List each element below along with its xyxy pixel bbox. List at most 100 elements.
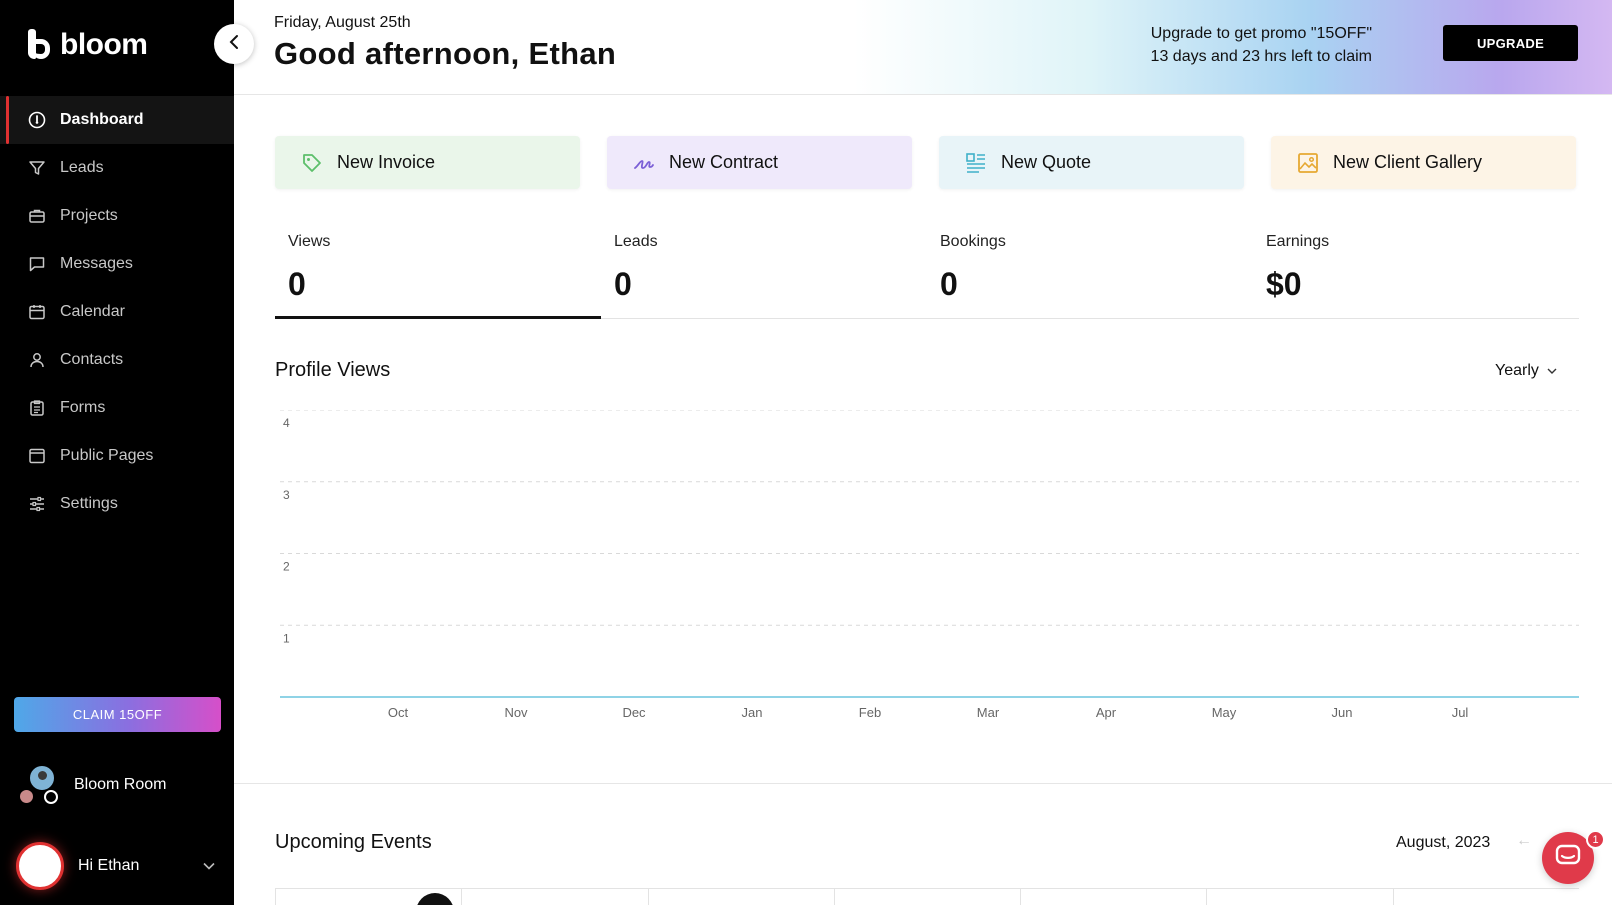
collapse-sidebar-button[interactable]: [214, 24, 254, 64]
x-tick-label: May: [1212, 705, 1237, 720]
calendar-day[interactable]: [833, 889, 1020, 905]
sidebar-item-label: Forms: [60, 399, 106, 416]
stat-views[interactable]: Views 0: [275, 224, 601, 319]
page-header: Friday, August 25th Good afternoon, Etha…: [234, 0, 1612, 95]
notification-badge: 1: [1586, 830, 1605, 849]
user-menu[interactable]: Hi Ethan: [16, 842, 221, 890]
promo-line: Upgrade to get promo "15OFF": [1150, 25, 1372, 42]
events-month: August, 2023: [1396, 834, 1491, 851]
new-client-gallery-button[interactable]: New Client Gallery: [1271, 136, 1576, 189]
calendar-day[interactable]: [275, 889, 461, 905]
briefcase-icon: [28, 207, 46, 225]
chat-launcher-button[interactable]: [1542, 832, 1594, 884]
bloom-logo[interactable]: bloom: [28, 28, 148, 62]
x-tick-label: Jan: [742, 705, 763, 720]
calendar-day[interactable]: [1206, 889, 1392, 905]
stat-value: $0: [1266, 266, 1302, 302]
x-tick-label: Jun: [1332, 705, 1353, 720]
calendar-day[interactable]: [461, 889, 647, 905]
sidebar: bloom Dashboard Leads Projects Messages: [0, 0, 234, 905]
stat-label: Leads: [614, 233, 658, 250]
quick-action-label: New Invoice: [337, 152, 436, 172]
avatar: [28, 764, 56, 792]
new-contract-button[interactable]: New Contract: [607, 136, 912, 189]
dashboard-icon: [28, 111, 46, 129]
sliders-icon: [28, 495, 46, 513]
calendar-strip: [275, 888, 1579, 905]
claim-promo-button[interactable]: CLAIM 15OFF: [14, 697, 221, 732]
stat-earnings[interactable]: Earnings $0: [1253, 224, 1579, 318]
quick-action-label: New Client Gallery: [1333, 152, 1483, 172]
sidebar-item-label: Projects: [60, 207, 118, 224]
sidebar-item-dashboard[interactable]: Dashboard: [0, 96, 234, 144]
stat-leads[interactable]: Leads 0: [601, 224, 927, 318]
quick-action-label: New Contract: [669, 152, 779, 172]
calendar-day[interactable]: [647, 889, 834, 905]
arrow-left-icon[interactable]: ←: [1516, 832, 1532, 849]
workspace-name: Bloom Room: [74, 776, 167, 793]
x-tick-label: Mar: [977, 705, 1000, 720]
clipboard-icon: [28, 399, 46, 417]
person-icon: [28, 351, 46, 369]
profile-views-chart: 4 3 2 1 Oct Nov Dec Jan Feb Mar Apr May Jun Jul: [280, 410, 1579, 720]
chevron-down-icon: [1547, 362, 1557, 380]
stat-value: 0: [940, 266, 958, 302]
funnel-icon: [28, 159, 46, 177]
period-value: Yearly: [1495, 362, 1539, 379]
sidebar-item-label: Calendar: [60, 303, 125, 320]
sidebar-item-label: Contacts: [60, 351, 124, 368]
page-title: Good afternoon, Ethan: [274, 36, 617, 71]
y-tick-label: 3: [283, 488, 290, 502]
sidebar-item-forms[interactable]: Forms: [0, 384, 234, 432]
quick-actions: New Invoice New Contract New Quote New C…: [275, 136, 1576, 189]
chevron-left-icon: [228, 34, 240, 55]
chat-icon: [1555, 844, 1581, 873]
sidebar-item-messages[interactable]: Messages: [0, 240, 234, 288]
upgrade-button[interactable]: UPGRADE: [1443, 25, 1578, 61]
new-invoice-button[interactable]: New Invoice: [275, 136, 580, 189]
workspace-avatars: [18, 764, 60, 806]
image-icon: [1297, 152, 1319, 174]
sidebar-item-public-pages[interactable]: Public Pages: [0, 432, 234, 480]
period-select[interactable]: Yearly: [1495, 362, 1557, 380]
calendar-day[interactable]: [1392, 889, 1579, 905]
new-quote-button[interactable]: New Quote: [939, 136, 1244, 189]
sidebar-item-projects[interactable]: Projects: [0, 192, 234, 240]
quick-action-label: New Quote: [1001, 152, 1092, 172]
x-tick-label: Dec: [622, 705, 646, 720]
sidebar-item-label: Messages: [60, 255, 133, 272]
sidebar-item-settings[interactable]: Settings: [0, 480, 234, 528]
sidebar-item-label: Public Pages: [60, 447, 154, 464]
calendar-day[interactable]: [1020, 889, 1206, 905]
avatar: [44, 790, 58, 804]
signature-icon: [633, 152, 655, 174]
page-icon: [28, 447, 46, 465]
chevron-down-icon: [203, 859, 215, 873]
workspace-switcher[interactable]: Bloom Room: [18, 764, 166, 806]
stats-tabs: Views 0 Leads 0 Bookings 0 Earnings $0: [275, 224, 1579, 319]
sidebar-item-calendar[interactable]: Calendar: [0, 288, 234, 336]
x-tick-label: Nov: [504, 705, 528, 720]
bloom-logo-icon: [28, 29, 50, 61]
x-tick-label: Apr: [1096, 705, 1117, 720]
x-tick-label: Jul: [1452, 705, 1469, 720]
stat-label: Views: [288, 233, 331, 250]
stat-value: 0: [614, 266, 632, 302]
y-tick-label: 1: [283, 631, 290, 645]
stat-label: Earnings: [1266, 233, 1330, 250]
sidebar-item-contacts[interactable]: Contacts: [0, 336, 234, 384]
sidebar-item-label: Dashboard: [60, 111, 144, 128]
stat-value: 0: [288, 266, 306, 302]
events-title: Upcoming Events: [275, 831, 432, 853]
sidebar-item-leads[interactable]: Leads: [0, 144, 234, 192]
brand-name: bloom: [60, 28, 148, 61]
sidebar-nav: Dashboard Leads Projects Messages Calend…: [0, 96, 234, 528]
stat-label: Bookings: [940, 233, 1006, 250]
x-tick-label: Oct: [388, 705, 409, 720]
stat-bookings[interactable]: Bookings 0: [927, 224, 1253, 318]
y-tick-label: 2: [283, 560, 290, 574]
promo-countdown: 13 days and 23 hrs left to claim: [1150, 48, 1372, 65]
sidebar-item-label: Leads: [60, 159, 104, 176]
tag-icon: [301, 152, 323, 174]
sidebar-item-label: Settings: [60, 495, 118, 512]
